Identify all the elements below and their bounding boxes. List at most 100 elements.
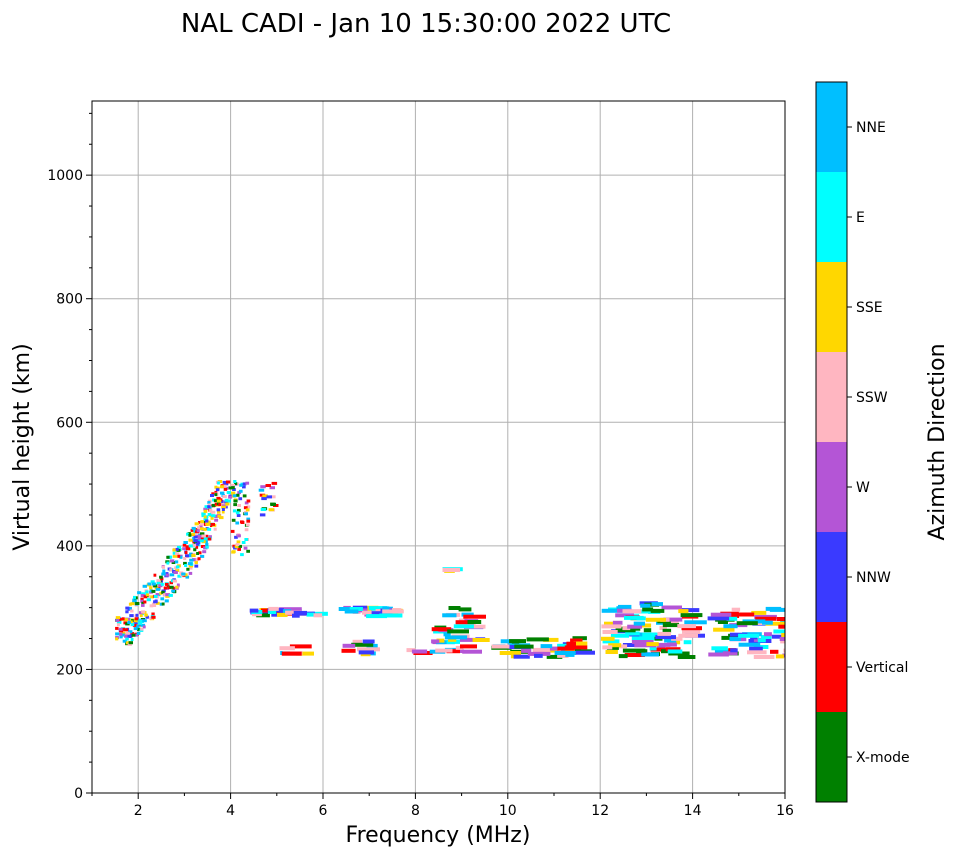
echo-point — [513, 654, 530, 659]
echo-point — [228, 486, 233, 490]
echo-point — [749, 646, 763, 651]
echo-point — [624, 653, 645, 657]
echo-point — [645, 617, 666, 622]
echo-point — [119, 635, 123, 639]
echo-point — [678, 609, 689, 614]
echo-point — [162, 569, 166, 573]
echo-point — [177, 554, 181, 558]
echo-point — [771, 634, 785, 639]
echo-point — [242, 494, 247, 498]
colorbar-swatch — [816, 442, 847, 532]
echo-point — [146, 593, 150, 597]
echo-point — [604, 621, 616, 626]
echo-point — [214, 518, 219, 522]
echo-point — [234, 545, 239, 549]
echo-point — [197, 534, 202, 538]
echo-point — [753, 637, 762, 642]
echo-point — [207, 503, 212, 507]
colorbar-tick-label: SSE — [856, 300, 883, 316]
echo-point — [243, 506, 248, 510]
echo-point — [615, 613, 635, 618]
echo-point — [163, 586, 168, 590]
echo-point — [165, 582, 169, 586]
echo-point — [149, 604, 154, 608]
echo-point — [179, 555, 183, 559]
echo-point — [177, 574, 182, 578]
echo-point — [244, 501, 249, 505]
echo-point — [306, 612, 315, 617]
echo-point — [133, 619, 138, 623]
echo-point — [122, 633, 125, 637]
echo-point — [651, 602, 663, 607]
x-tick-label: 8 — [411, 803, 420, 819]
colorbar-frame — [815, 81, 848, 803]
echo-point — [121, 631, 126, 635]
echo-point — [217, 480, 223, 483]
chart-title: NAL CADI - Jan 10 15:30:00 2022 UTC — [181, 9, 671, 39]
echo-point — [211, 492, 215, 496]
echo-point — [230, 483, 235, 487]
echo-point — [232, 488, 236, 491]
echo-point — [234, 535, 238, 539]
echo-point — [153, 600, 158, 604]
echo-point — [168, 593, 173, 597]
echo-point — [216, 508, 221, 512]
echo-point — [155, 601, 160, 605]
echo-point — [140, 597, 144, 601]
echo-point — [115, 632, 120, 636]
echo-point — [125, 606, 130, 610]
echo-point — [514, 644, 534, 649]
echo-point — [601, 636, 615, 641]
echo-point — [736, 612, 755, 617]
echo-point — [209, 512, 213, 515]
echo-point — [147, 582, 152, 586]
echo-point — [657, 642, 671, 647]
echo-point — [270, 495, 276, 499]
echo-point — [208, 535, 212, 539]
echo-point — [207, 527, 212, 531]
echo-point — [338, 607, 359, 611]
echo-point — [167, 586, 172, 590]
echo-point — [464, 624, 486, 629]
echo-point — [443, 632, 451, 637]
echo-point — [232, 494, 237, 498]
echo-point — [142, 619, 147, 623]
echo-point — [738, 642, 761, 647]
echo-point — [165, 573, 170, 577]
echo-point — [198, 551, 202, 555]
echo-point — [172, 587, 176, 591]
colorbar: X-mode Vertical NNW W SSW SSE E NNE — [815, 81, 910, 803]
echo-point — [163, 593, 167, 597]
colorbar-tick-label: NNE — [856, 120, 886, 136]
echo-point — [194, 564, 199, 568]
echo-point — [153, 584, 158, 588]
echo-point — [169, 585, 174, 589]
echo-point — [230, 529, 235, 533]
echo-point — [226, 491, 231, 494]
echo-point — [121, 617, 125, 621]
echo-point — [575, 650, 595, 655]
echo-point — [215, 488, 220, 492]
echo-point — [458, 607, 472, 612]
echo-point — [213, 527, 217, 531]
echo-point — [201, 514, 205, 518]
echo-point — [233, 503, 237, 507]
echo-point — [145, 615, 149, 619]
echo-point — [165, 593, 170, 597]
echo-point — [436, 638, 445, 643]
echo-point — [162, 565, 165, 569]
echo-point — [128, 607, 132, 610]
echo-point — [642, 607, 654, 612]
echo-point — [776, 617, 785, 621]
echo-point — [442, 613, 457, 618]
echo-point — [135, 602, 140, 605]
echo-point — [557, 653, 569, 658]
echo-point — [207, 505, 211, 509]
echo-point — [453, 624, 474, 629]
echo-point — [137, 621, 143, 625]
echo-point — [221, 505, 226, 509]
echo-point — [165, 586, 170, 590]
echo-point — [166, 555, 170, 559]
echo-point — [161, 590, 165, 594]
echo-point — [175, 565, 180, 569]
